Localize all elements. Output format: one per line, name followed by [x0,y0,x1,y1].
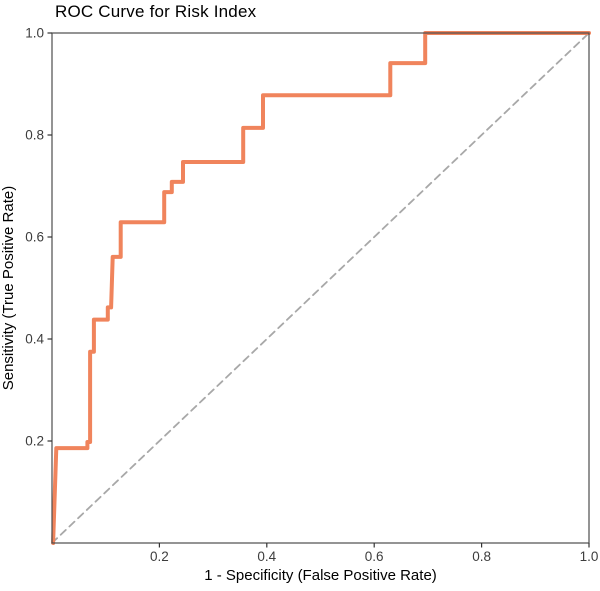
x-tick-label: 0.2 [150,549,169,564]
y-tick-label: 0.4 [25,332,44,347]
y-tick-label: 0.6 [25,230,44,245]
chance-diagonal-line [51,32,590,544]
y-tick-label: 0.2 [25,434,44,449]
y-tick-label: 1.0 [25,26,44,41]
x-tick-label: 0.4 [257,549,276,564]
y-axis-title: Sensitivity (True Positive Rate) [0,185,17,391]
x-axis-title: 1 - Specificity (False Positive Rate) [204,567,437,584]
x-tick-label: 0.6 [365,549,384,564]
x-tick-label: 1.0 [580,549,599,564]
roc-curve-line [51,31,591,545]
x-tick-label: 0.8 [472,549,491,564]
plot-border [51,32,590,544]
chart-title: ROC Curve for Risk Index [55,2,257,21]
y-tick-label: 0.8 [25,128,44,143]
